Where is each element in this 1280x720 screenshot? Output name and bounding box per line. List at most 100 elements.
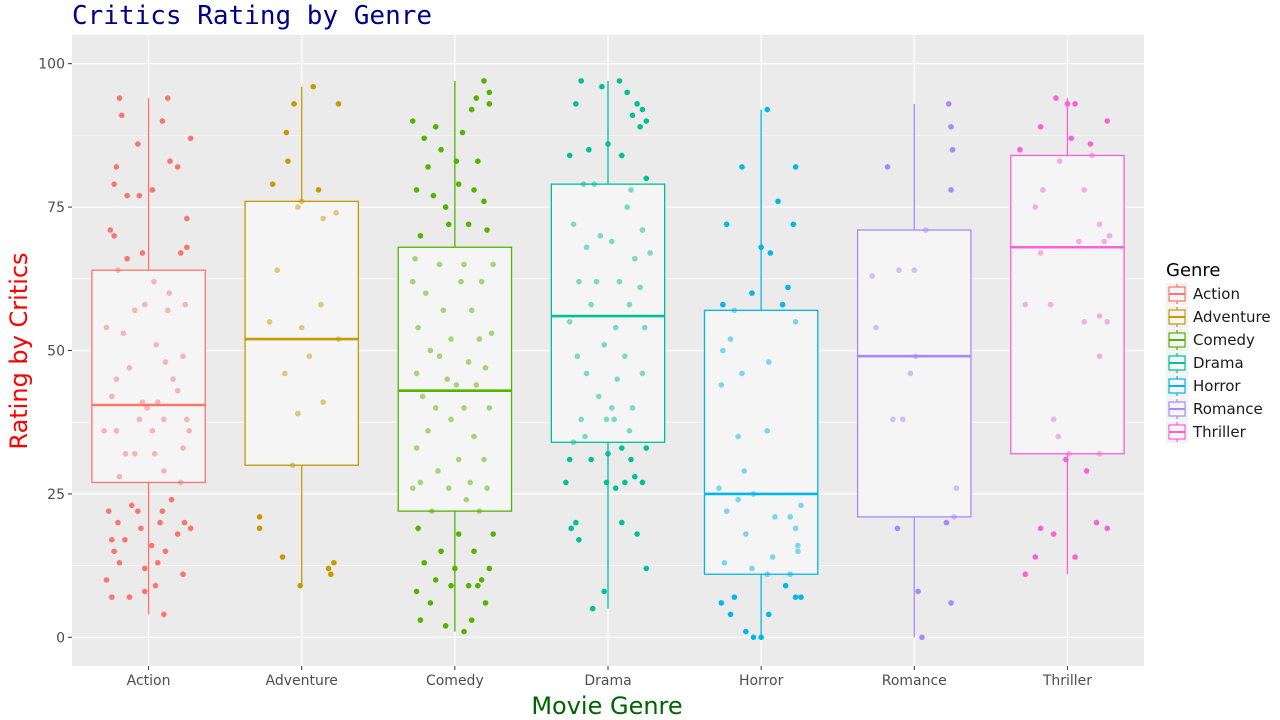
y-tick-label: 25: [47, 487, 65, 503]
data-point: [589, 605, 596, 612]
data-point: [417, 617, 424, 623]
data-point: [295, 410, 301, 417]
data-point: [723, 221, 730, 228]
data-point: [138, 525, 144, 532]
data-point: [141, 565, 148, 572]
data-point: [764, 106, 771, 113]
data-point: [919, 634, 925, 641]
data-point: [310, 83, 317, 90]
data-point: [948, 187, 954, 193]
data-point: [626, 301, 633, 308]
data-point: [721, 559, 728, 566]
box-drama: [550, 80, 666, 609]
points-thriller: [1017, 95, 1113, 578]
data-point: [1104, 319, 1111, 325]
box-layer: [91, 80, 1125, 638]
data-point: [164, 95, 171, 101]
data-point: [1106, 232, 1113, 239]
data-point: [486, 101, 493, 107]
data-point: [639, 370, 646, 377]
data-point: [735, 496, 741, 503]
legend-label: Horror: [1193, 377, 1241, 395]
box-comedy: [397, 80, 513, 632]
x-tick-label: Comedy: [426, 673, 484, 689]
data-point: [120, 330, 127, 337]
data-point: [111, 181, 117, 187]
data-point: [115, 267, 121, 273]
data-point: [331, 559, 337, 566]
data-point: [1096, 450, 1103, 457]
data-point: [764, 571, 771, 578]
data-point: [1056, 158, 1063, 164]
data-point: [911, 267, 918, 273]
data-point: [109, 537, 115, 543]
data-point: [184, 215, 190, 222]
data-point: [481, 78, 487, 84]
x-axis-title: Movie Genre: [531, 692, 682, 720]
data-point: [186, 428, 192, 434]
y-axis: 0 25 50 75 100: [38, 57, 72, 646]
x-tick-label: Thriller: [1042, 673, 1092, 689]
data-point: [320, 399, 326, 405]
box-adventure: [244, 86, 360, 586]
data-point: [894, 525, 901, 532]
data-point: [779, 301, 786, 308]
data-point: [574, 353, 581, 360]
data-point: [566, 152, 573, 159]
data-point: [318, 301, 324, 308]
data-point: [727, 336, 734, 342]
data-point: [135, 508, 141, 514]
box-iqr: [703, 309, 819, 575]
data-point: [720, 347, 726, 354]
data-point: [580, 181, 587, 187]
data-point: [170, 376, 176, 382]
data-point: [1050, 531, 1057, 537]
data-point: [161, 416, 167, 423]
data-point: [111, 232, 117, 239]
data-point: [113, 376, 120, 382]
data-point: [181, 519, 188, 526]
data-point: [468, 307, 475, 314]
data-point: [131, 307, 138, 314]
data-point: [614, 376, 620, 382]
data-point: [570, 439, 577, 446]
data-point: [174, 164, 181, 170]
data-point: [1089, 152, 1095, 159]
data-point: [116, 95, 123, 101]
data-point: [922, 227, 929, 233]
data-point: [583, 370, 590, 377]
data-point: [641, 324, 648, 331]
data-point: [409, 278, 416, 285]
data-point: [639, 479, 646, 486]
data-point: [798, 502, 804, 509]
legend-label: Action: [1193, 285, 1240, 303]
data-point: [445, 221, 452, 228]
data-point: [618, 519, 625, 526]
legend-items: Action Adventure Comedy Drama Horror Romance T…: [1166, 283, 1271, 443]
data-point: [1096, 221, 1103, 228]
data-point: [618, 152, 625, 159]
data-point: [151, 450, 158, 457]
data-point: [563, 479, 569, 486]
data-point: [459, 129, 466, 136]
data-point: [637, 284, 643, 291]
legend-title: Genre: [1166, 260, 1221, 281]
data-point: [643, 175, 650, 182]
data-point: [413, 187, 420, 193]
data-point: [417, 479, 424, 486]
data-point: [463, 496, 470, 503]
data-point: [455, 531, 462, 537]
data-point: [1022, 571, 1029, 578]
data-point: [764, 428, 771, 434]
data-point: [289, 462, 296, 469]
data-point: [591, 181, 598, 187]
data-point: [141, 301, 148, 308]
data-point: [475, 158, 481, 164]
legend-item-drama: Drama: [1166, 352, 1244, 374]
data-point: [1104, 118, 1111, 124]
data-point: [1055, 433, 1062, 440]
data-point: [948, 123, 954, 130]
data-point: [421, 135, 428, 142]
data-point: [749, 565, 755, 572]
